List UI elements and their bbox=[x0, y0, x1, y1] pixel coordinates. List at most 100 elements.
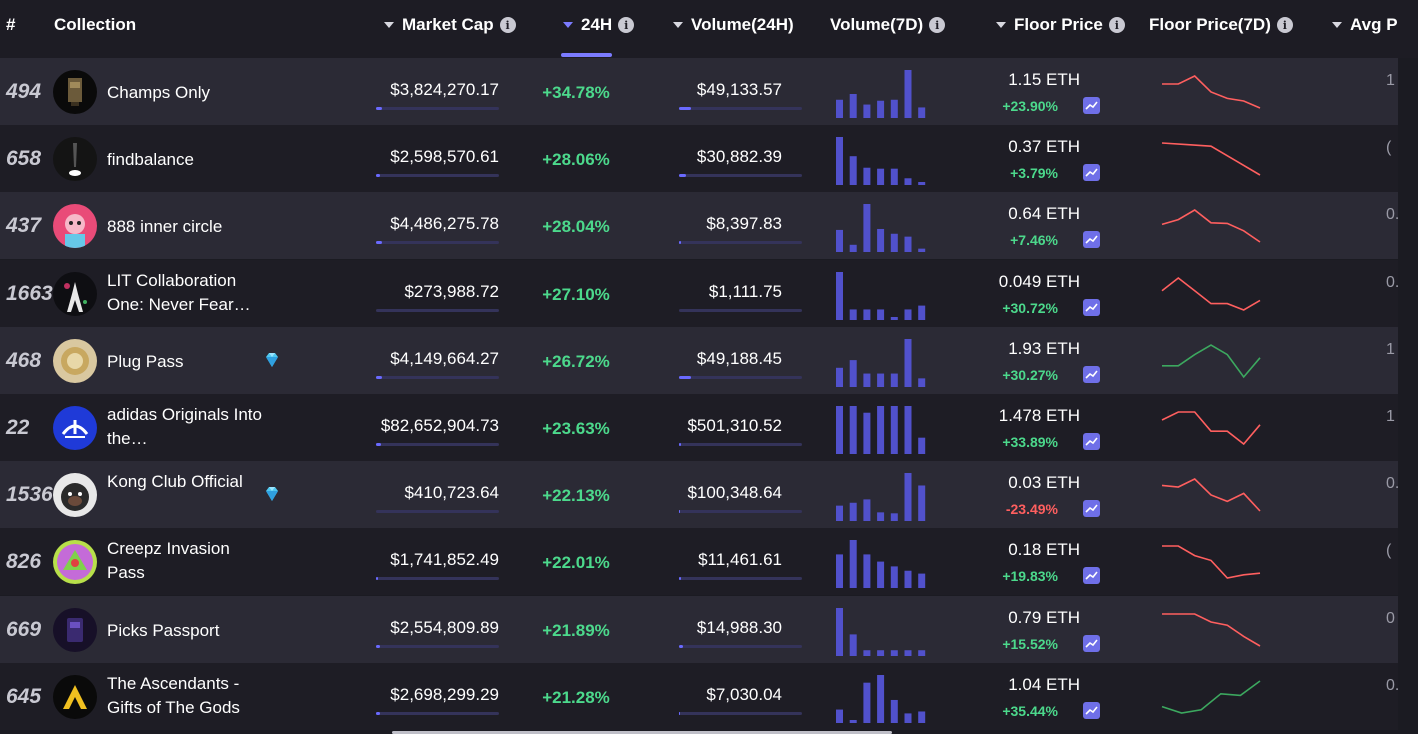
floor-price-7d-line bbox=[1162, 545, 1261, 579]
market-cap-bar bbox=[376, 645, 499, 648]
rank-number: 468 bbox=[6, 349, 42, 372]
volume-24h-value: $49,188.45 bbox=[696, 349, 782, 368]
collection-avatar[interactable] bbox=[53, 70, 97, 114]
header-volume-7d: Volume(7D) i bbox=[830, 14, 946, 36]
table-row[interactable]: 826 Creepz Invasion Pass $1,741,852.49 +22.… bbox=[0, 528, 1398, 595]
collection-avatar[interactable] bbox=[53, 675, 97, 719]
collection-avatar[interactable] bbox=[53, 540, 97, 584]
header-floor-price[interactable]: Floor Price i bbox=[996, 14, 1125, 36]
table-row[interactable]: 658 findbalance $2,598,570.61 +28.06% $30,88… bbox=[0, 125, 1398, 192]
collection-avatar[interactable] bbox=[53, 137, 97, 181]
active-sort-indicator bbox=[561, 53, 612, 57]
volume-7d-bar bbox=[836, 137, 843, 185]
collection-name-link[interactable]: Picks Passport bbox=[107, 621, 220, 640]
collection-name-link[interactable]: findbalance bbox=[107, 150, 194, 169]
table-row[interactable]: 22 adidas Originals Into the… $82,652,904.… bbox=[0, 394, 1398, 461]
header-24h[interactable]: 24H i bbox=[563, 14, 635, 36]
collection-avatar[interactable] bbox=[53, 608, 97, 652]
volume-7d-chart bbox=[836, 272, 926, 320]
collection-name-link[interactable]: Creepz Invasion Pass bbox=[107, 539, 230, 582]
volume-7d-bar bbox=[836, 709, 843, 723]
market-cap-value: $410,723.64 bbox=[404, 483, 499, 502]
collection-name-link[interactable]: adidas Originals Into the… bbox=[107, 405, 262, 448]
table-row[interactable]: 645 The Ascendants - Gifts of The Gods $2,… bbox=[0, 663, 1398, 730]
change-24h-value: +28.06% bbox=[542, 150, 610, 169]
header-volume-24h[interactable]: Volume(24H) bbox=[673, 14, 794, 36]
chart-icon[interactable] bbox=[1083, 500, 1100, 517]
floor-price-change: +30.72% bbox=[1002, 300, 1058, 316]
collection-avatar[interactable] bbox=[53, 272, 97, 316]
header-market-cap[interactable]: Market Cap i bbox=[384, 14, 516, 36]
header-rank: # bbox=[6, 15, 16, 34]
market-cap-value: $4,486,275.78 bbox=[390, 214, 499, 233]
volume-7d-bar bbox=[890, 99, 898, 118]
table-row[interactable]: 437 888 inner circle $4,486,275.78 +28.04% $… bbox=[0, 192, 1398, 259]
volume-7d-chart bbox=[836, 339, 926, 387]
avg-price-value: ( bbox=[1386, 139, 1392, 156]
diamond-icon bbox=[263, 485, 281, 503]
volume-24h-bar bbox=[679, 510, 802, 513]
volume-7d-bar bbox=[836, 229, 843, 252]
volume-7d-bar bbox=[863, 499, 871, 521]
info-icon[interactable]: i bbox=[618, 17, 635, 33]
collection-avatar[interactable] bbox=[53, 204, 97, 248]
collection-name-link[interactable]: Kong Club Official bbox=[107, 472, 243, 491]
volume-7d-bar bbox=[890, 566, 898, 588]
table-row[interactable]: 494 Champs Only $3,824,270.17 +34.78% $49,13… bbox=[0, 58, 1398, 125]
collection-avatar[interactable] bbox=[53, 339, 97, 383]
horizontal-scrollbar[interactable] bbox=[392, 731, 892, 734]
header-avg-price[interactable]: Avg P bbox=[1332, 14, 1398, 36]
volume-7d-bar bbox=[918, 711, 926, 723]
chart-icon[interactable] bbox=[1083, 366, 1100, 383]
volume-7d-bar bbox=[904, 473, 912, 521]
rank-number: 494 bbox=[6, 80, 42, 103]
header-collection[interactable]: Collection bbox=[54, 15, 137, 34]
collection-name-link[interactable]: The Ascendants - Gifts of The Gods bbox=[107, 674, 240, 717]
market-cap-bar bbox=[376, 309, 499, 312]
volume-24h-value: $7,030.04 bbox=[706, 685, 782, 704]
info-icon[interactable]: i bbox=[1276, 17, 1293, 33]
table-row[interactable]: 468 Plug Pass $4,149,664.27 +26.72% $49,188.… bbox=[0, 327, 1398, 394]
chart-icon[interactable] bbox=[1083, 433, 1100, 450]
market-cap-bar bbox=[376, 241, 499, 244]
volume-7d-bar bbox=[904, 570, 912, 588]
floor-price-7d-line bbox=[1161, 276, 1261, 311]
volume-7d-bar bbox=[890, 168, 898, 185]
table-row[interactable]: 1536 Kong Club Official $410,723.64 +22.13%… bbox=[0, 461, 1398, 528]
table-row[interactable]: 669 Picks Passport $2,554,809.89 +21.89% $14… bbox=[0, 596, 1398, 663]
collection-avatar[interactable] bbox=[53, 473, 97, 517]
chart-icon[interactable] bbox=[1083, 231, 1100, 248]
volume-7d-bar bbox=[890, 317, 898, 320]
volume-7d-bar bbox=[863, 554, 871, 588]
info-icon[interactable]: i bbox=[499, 17, 516, 33]
volume-7d-bar bbox=[890, 233, 898, 252]
chart-icon[interactable] bbox=[1083, 635, 1100, 652]
collection-name-link[interactable]: 888 inner circle bbox=[107, 217, 223, 236]
chart-icon[interactable] bbox=[1083, 567, 1100, 584]
volume-7d-bar bbox=[877, 168, 885, 185]
chart-icon[interactable] bbox=[1083, 164, 1100, 181]
change-24h-value: +22.01% bbox=[542, 553, 610, 572]
table-row[interactable]: 1663 LIT Collaboration One: Never Fear… $2… bbox=[0, 260, 1398, 327]
floor-price-7d-line bbox=[1162, 344, 1261, 379]
collection-name-link[interactable]: Plug Pass bbox=[107, 352, 184, 371]
chart-icon[interactable] bbox=[1083, 97, 1100, 114]
volume-7d-chart bbox=[836, 406, 926, 454]
change-24h-value: +28.04% bbox=[542, 217, 610, 236]
collection-name-link[interactable]: LIT Collaboration One: Never Fear… bbox=[107, 271, 251, 314]
collection-name-link[interactable]: Champs Only bbox=[107, 83, 210, 102]
floor-price-value: 0.79 ETH bbox=[1008, 608, 1080, 627]
collection-avatar[interactable] bbox=[53, 406, 97, 450]
volume-7d-bar bbox=[918, 182, 926, 185]
volume-7d-bar bbox=[836, 554, 843, 588]
volume-7d-chart bbox=[836, 70, 926, 118]
volume-24h-bar bbox=[679, 174, 802, 177]
info-icon[interactable]: i bbox=[1108, 17, 1125, 33]
change-24h-value: +34.78% bbox=[542, 83, 610, 102]
info-icon[interactable]: i bbox=[929, 17, 946, 33]
chart-icon[interactable] bbox=[1083, 299, 1100, 316]
volume-7d-bar bbox=[877, 100, 885, 118]
volume-7d-bar bbox=[918, 650, 926, 656]
volume-7d-bar bbox=[863, 412, 871, 454]
chart-icon[interactable] bbox=[1083, 702, 1100, 719]
